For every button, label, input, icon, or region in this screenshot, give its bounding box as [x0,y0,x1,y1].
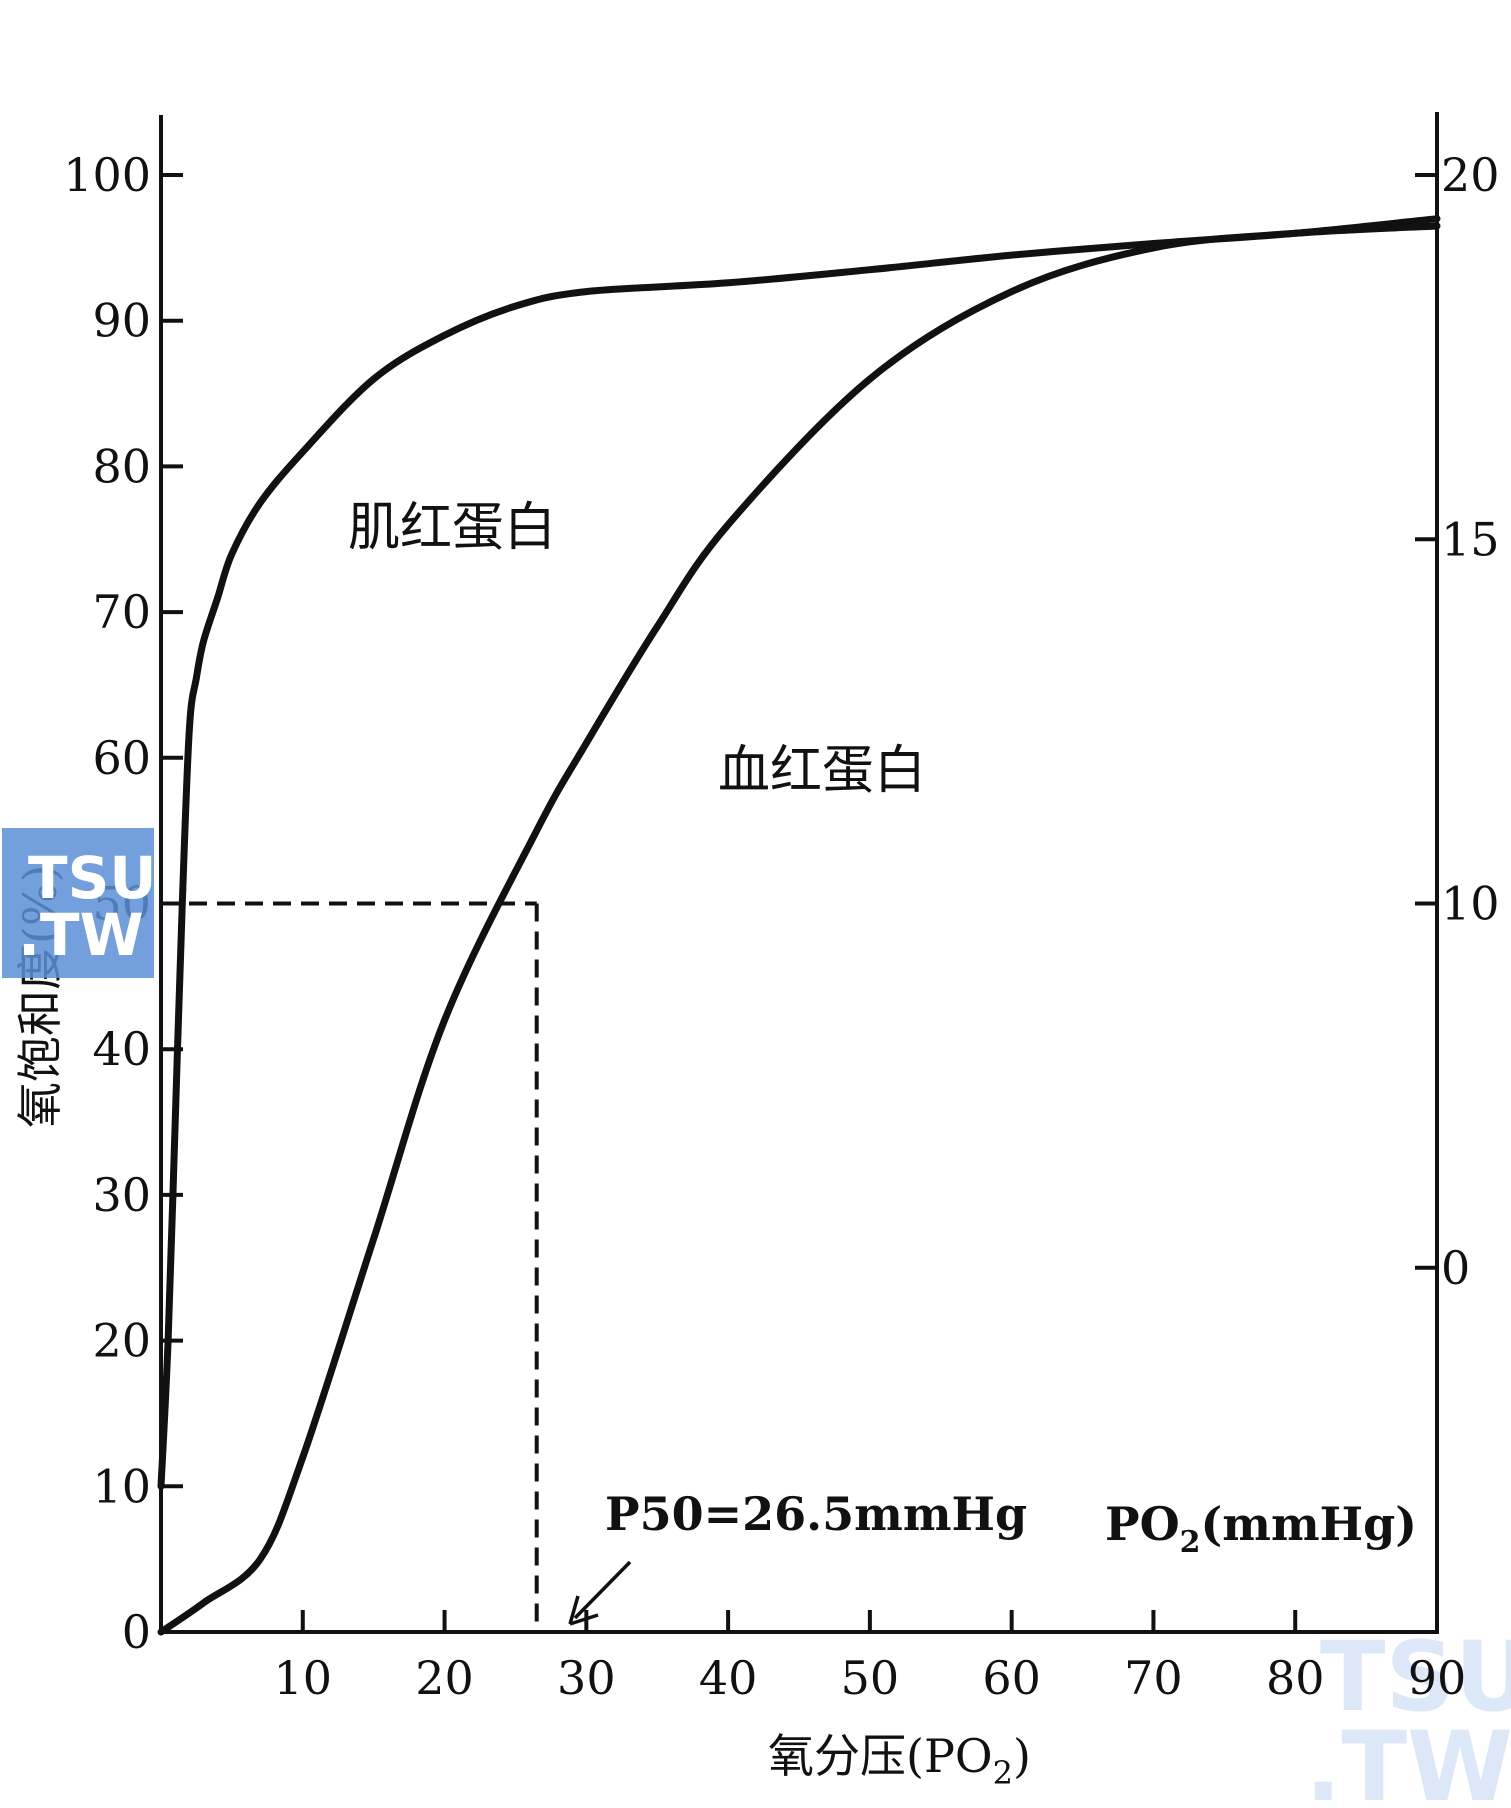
series-label-myoglobin: 肌红蛋白 [348,498,556,558]
watermark-corner-line1: TSU [1320,1621,1511,1733]
x-axis-title: 氧分压(PO2) [768,1729,1031,1792]
y-tick-label: 30 [92,1168,151,1222]
x-tick-label: 70 [1124,1651,1183,1705]
watermark-left-line2: .TW [18,901,144,969]
y-tick-label: 60 [92,731,151,785]
y-tick-label: 0 [122,1605,151,1659]
hemoglobin-curve [157,222,1441,1636]
p50-arrow [568,1560,632,1626]
watermark-corner: TSU .TW [1305,1621,1511,1808]
x-tick-label: 90 [1408,1651,1467,1705]
right-tick-label: 20 [1441,148,1500,202]
y-tick-label: 90 [92,294,151,348]
x-tick-label: 80 [1266,1651,1325,1705]
y-tick-label: 10 [92,1459,151,1513]
myoglobin-curve [157,215,1441,1490]
po2-unit-label: PO2(mmHg) [1105,1497,1417,1560]
x-tick-label: 30 [557,1651,616,1705]
p50-annotation: P50=26.5mmHg [605,1487,1027,1541]
y-tick-label: 70 [92,585,151,639]
x-tick-label: 60 [982,1651,1041,1705]
watermark-left: TSU .TW [2,828,156,978]
y-tick-label: 100 [63,148,151,202]
curve-layer [157,215,1441,1636]
right-tick-label: 15 [1441,512,1500,566]
series-label-hemoglobin: 血红蛋白 [718,741,926,801]
y-tick-label: 80 [92,439,151,493]
watermark-corner-line2: .TW [1305,1711,1511,1808]
watermark-left-line1: TSU [28,844,156,912]
x-tick-label: 20 [415,1651,474,1705]
tick-layer: 0102030405060708090100102030405060708090… [63,148,1499,1705]
p50-guides [161,901,539,1632]
y-tick-label: 40 [92,1022,151,1076]
y-tick-label: 20 [92,1314,151,1368]
x-tick-label: 40 [699,1651,758,1705]
right-tick-label: 0 [1441,1241,1470,1295]
x-tick-label: 10 [274,1651,333,1705]
right-tick-label: 10 [1441,877,1500,931]
x-tick-label: 50 [841,1651,900,1705]
